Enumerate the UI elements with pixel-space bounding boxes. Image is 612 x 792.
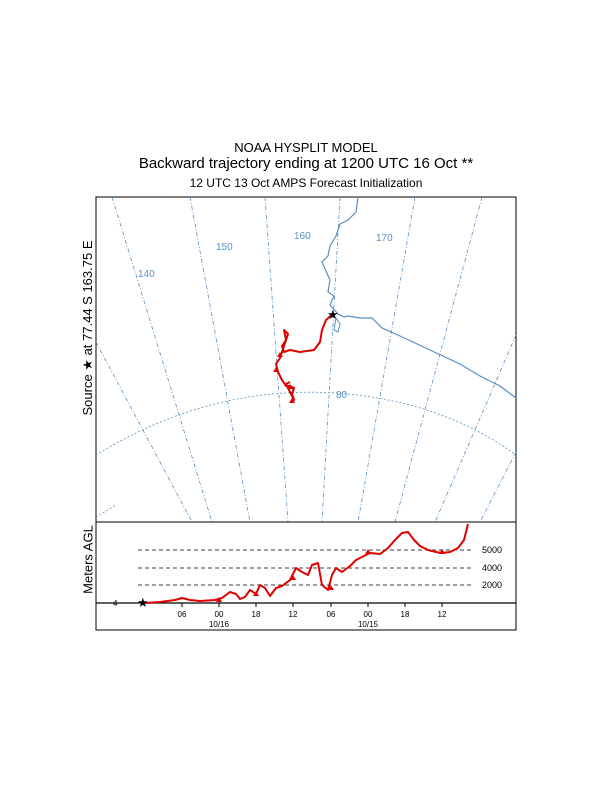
height-panel-frame [95,521,517,631]
coastline-island [333,316,341,333]
trajectory-path-map [275,312,335,401]
title-line-3: 12 UTC 13 Oct AMPS Forecast Initializati… [189,176,423,190]
tick-marker-icon: 4 [113,599,118,608]
time-label: 00 [215,610,224,619]
latitude-label-80: 80 [336,390,348,401]
longitude-label-150: 150 [216,242,233,253]
meridian-line [321,196,341,523]
height-tick-4000: 4000 [482,563,502,573]
trajectory-marker [287,384,293,389]
meridians [95,196,517,523]
meridian-line [434,334,517,523]
trajectory-marker [328,585,334,590]
height-tick-5000: 5000 [482,545,502,555]
trajectory-markers-map [273,352,295,403]
source-star-icon: ★ [137,596,149,611]
height-reference-lines [138,549,472,586]
map-frame [95,196,517,523]
trajectory-marker [216,597,222,602]
time-label: 18 [252,610,261,619]
meridian-line [357,196,416,523]
time-label: 06 [178,610,187,619]
trajectory-markers-height [216,549,445,602]
title-line-1: NOAA HYSPLIT MODEL [234,140,378,155]
trajectory-marker [277,352,283,357]
latitude-circle-85 [95,504,117,518]
date-label: 10/15 [358,620,379,629]
trajectory-marker [273,367,279,372]
longitude-label-170: 170 [376,233,393,244]
title-line-2: Backward trajectory ending at 1200 UTC 1… [138,155,474,172]
trajectory-marker [439,549,445,554]
longitude-label-160: 160 [294,231,311,242]
trajectory-marker [289,398,295,403]
source-star-icon: ★ [327,308,339,323]
height-tick-2000: 2000 [482,580,502,590]
meridian-line [95,341,193,523]
trajectory-marker [290,575,296,580]
trajectory-marker [253,591,259,596]
time-label: 18 [401,610,410,619]
time-label: 06 [327,610,336,619]
meridian-line [189,196,251,523]
longitude-label-140: 140 [138,269,155,280]
time-label: 12 [289,610,298,619]
date-label: 10/16 [209,620,230,629]
meridian-line [394,196,483,523]
trajectory-path-height [144,523,469,604]
time-label: 12 [438,610,447,619]
trajectory-marker [365,549,371,554]
time-label: 00 [364,610,373,619]
coastline [321,196,517,399]
meridian-line [479,451,517,523]
latitude-circles [95,391,517,518]
meridian-line [264,196,289,523]
time-ticks [181,603,443,607]
latitude-circle-80 [95,391,517,456]
meridian-line [111,196,213,523]
